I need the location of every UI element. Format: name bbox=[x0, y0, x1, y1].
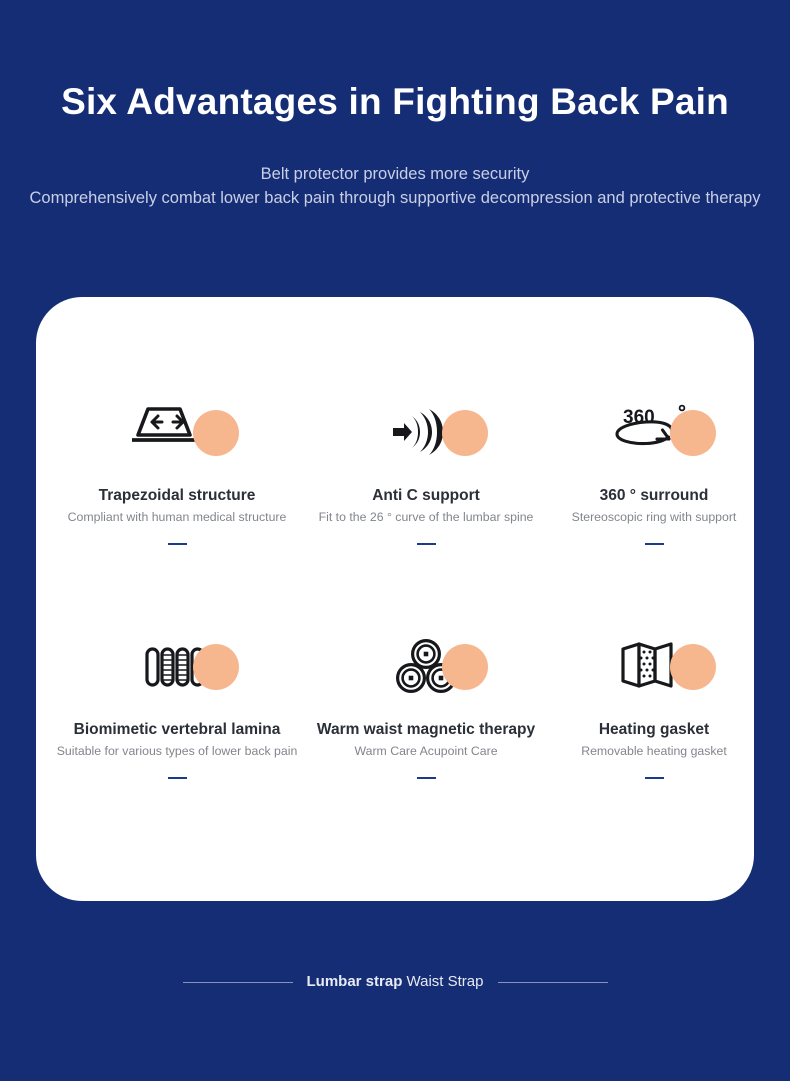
svg-text:360: 360 bbox=[623, 407, 655, 428]
